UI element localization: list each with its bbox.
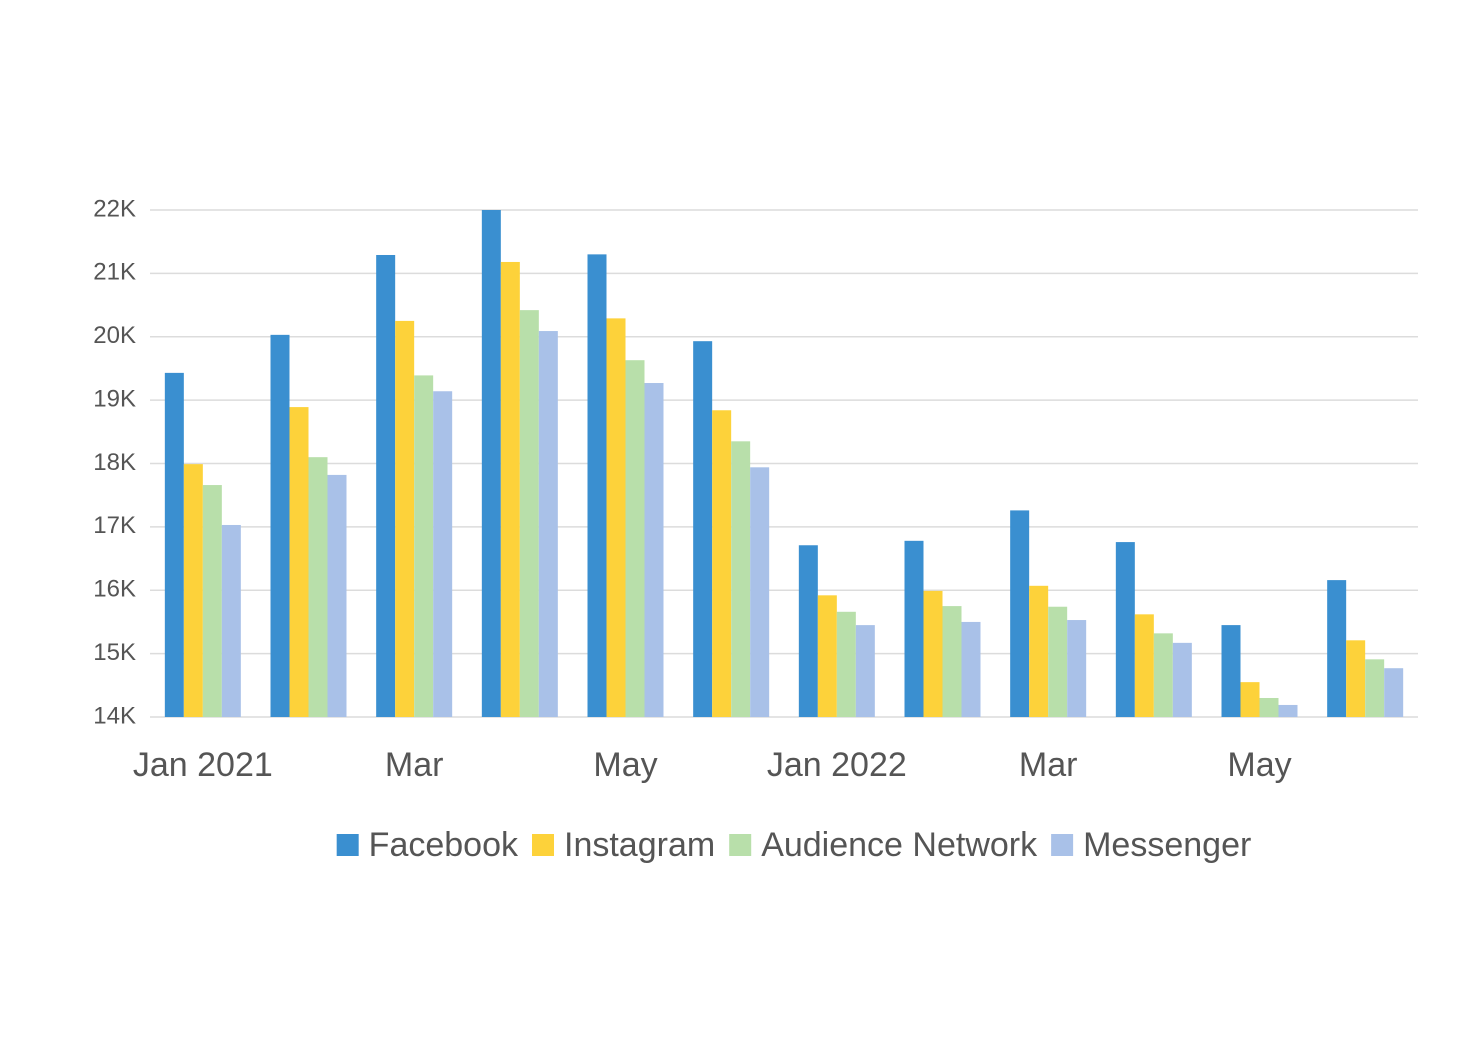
bar [798, 545, 818, 717]
bar [817, 595, 837, 717]
y-tick-label: 16K [93, 576, 136, 603]
bar [836, 611, 856, 717]
bar [1067, 620, 1087, 717]
bar [1259, 697, 1279, 717]
bar [961, 621, 981, 717]
bar [606, 318, 626, 717]
bar [1327, 580, 1347, 717]
bar [1346, 640, 1366, 717]
x-tick-label: May [593, 746, 657, 784]
bar [289, 407, 309, 717]
bar [414, 375, 434, 717]
x-tick-label: Jan 2022 [767, 746, 907, 784]
x-tick-label: Jan 2021 [133, 746, 273, 784]
y-tick-label: 21K [93, 259, 136, 286]
bar [270, 334, 290, 717]
bar [1172, 642, 1192, 717]
x-tick-label: Mar [1019, 746, 1078, 784]
bar [904, 540, 924, 717]
legend-swatch [336, 834, 359, 856]
legend-label: Audience Network [761, 826, 1038, 864]
bar [712, 410, 732, 717]
bar [221, 524, 241, 717]
bar [1115, 542, 1135, 717]
legend-swatch [1051, 834, 1074, 856]
bar [855, 625, 875, 717]
bar [1240, 682, 1260, 717]
y-tick-label: 22K [93, 195, 136, 222]
bar [308, 457, 328, 717]
bar [1365, 659, 1385, 717]
bar [1221, 625, 1241, 717]
legend-swatch [532, 834, 555, 856]
legend-label: Instagram [564, 826, 715, 864]
x-tick-label: May [1227, 746, 1291, 784]
bar [1134, 614, 1154, 717]
legend-label: Facebook [369, 826, 519, 864]
bar [644, 383, 664, 717]
bar [164, 372, 184, 717]
bar [202, 485, 222, 717]
bar [395, 320, 415, 717]
bar [538, 331, 558, 717]
bar [750, 467, 770, 717]
bar [1153, 633, 1173, 717]
bar [1029, 585, 1049, 717]
bar [942, 606, 962, 717]
y-tick-label: 18K [93, 449, 136, 476]
legend-label: Messenger [1083, 826, 1251, 864]
bar [1010, 510, 1030, 717]
y-tick-label: 14K [93, 702, 136, 729]
y-tick-label: 20K [93, 322, 136, 349]
bar [1048, 606, 1068, 717]
bar [923, 590, 943, 717]
bar [1384, 668, 1404, 717]
bar [1278, 704, 1298, 717]
x-tick-label: Mar [385, 746, 444, 784]
legend-swatch [729, 834, 752, 856]
y-tick-label: 19K [93, 385, 136, 412]
bar [500, 261, 520, 717]
bar [327, 474, 347, 717]
bar [693, 341, 713, 717]
bar [376, 254, 396, 717]
bar [183, 464, 203, 717]
y-tick-label: 17K [93, 512, 136, 539]
y-tick-label: 15K [93, 639, 136, 666]
bar [519, 310, 539, 717]
bar [625, 360, 645, 717]
bar [587, 254, 607, 718]
bar [731, 441, 751, 717]
bar [481, 210, 501, 717]
bar [433, 391, 453, 717]
